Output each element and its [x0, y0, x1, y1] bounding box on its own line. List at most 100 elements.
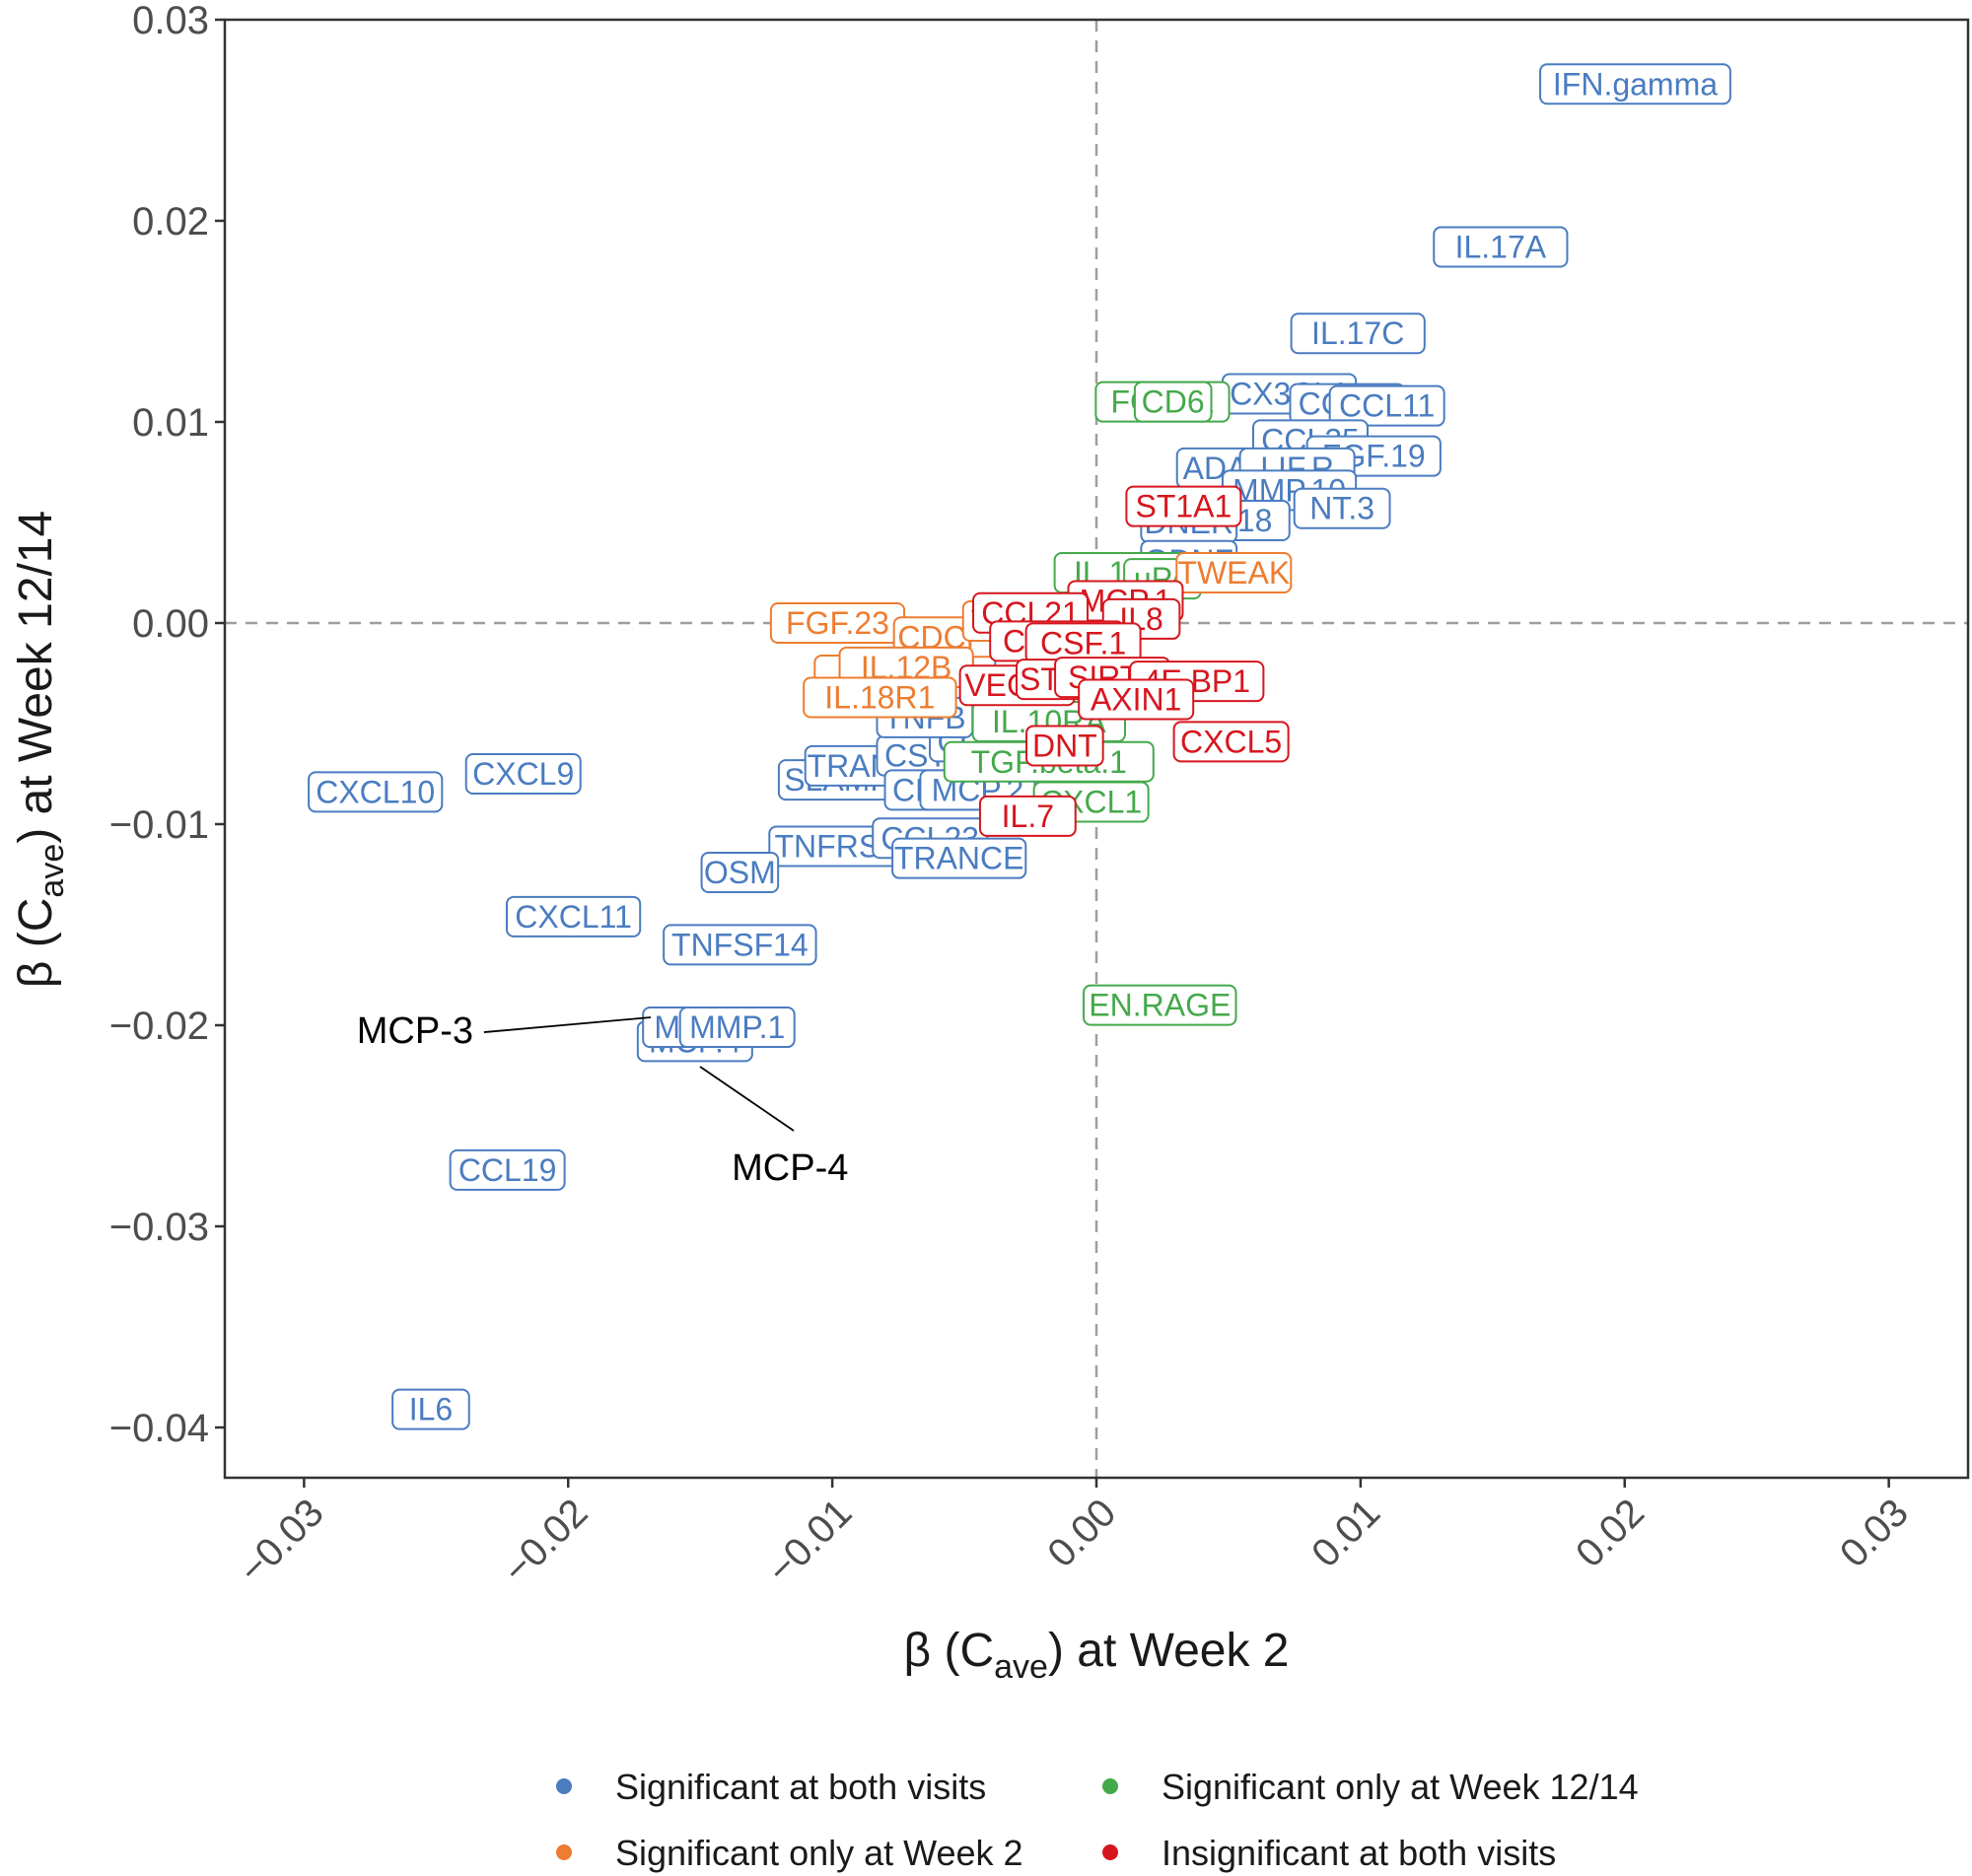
point-label: ST1A1 [1135, 489, 1232, 524]
mcp3-leader-line [483, 1016, 652, 1033]
mcp4-leader-line [699, 1066, 795, 1132]
y-axis-title-prefix: β (C [10, 898, 62, 989]
point-label-box: AXIN1 [1078, 678, 1195, 721]
point-label-box: OSM [700, 851, 780, 893]
point-label: IL.17A [1455, 230, 1547, 265]
point-label: DNT [1032, 728, 1097, 763]
point-label: IL.7 [1002, 799, 1054, 834]
x-axis-title-suffix: ) at Week 2 [1048, 1625, 1290, 1677]
point-label: CXCL5 [1180, 724, 1282, 759]
y-tick-label: −0.01 [109, 803, 209, 847]
legend-dot-week2 [556, 1844, 572, 1860]
point-label-frame [1539, 63, 1731, 105]
point-label-frame [506, 895, 642, 938]
point-label-box: CXCL11 [506, 895, 642, 938]
legend-label-both: Significant at both visits [615, 1767, 986, 1807]
point-label-frame [1293, 487, 1391, 529]
y-tick-label: 0.02 [132, 200, 209, 243]
point-label-frame [1078, 678, 1195, 721]
point-label-box: DNT [1025, 725, 1104, 767]
point-label: TRANCE [894, 841, 1024, 876]
y-tick-label: −0.02 [109, 1005, 209, 1048]
y-tick-label: 0.01 [132, 401, 209, 445]
x-axis-title-sub: ave [994, 1648, 1048, 1686]
point-label-box: TRANCE [891, 837, 1027, 879]
y-tick-label: −0.04 [109, 1407, 209, 1450]
point-label-frame [1175, 552, 1293, 593]
point-label-box: CCL11 [1328, 384, 1445, 427]
point-label-frame [1433, 226, 1569, 268]
y-axis-title-sub: ave [34, 844, 71, 898]
point-label-box: IFN.gamma [1539, 63, 1731, 105]
point-label-box: ST1A1 [1125, 485, 1242, 527]
point-label-frame [1172, 721, 1290, 763]
point-label-frame [1125, 485, 1242, 527]
legend-label-none: Insignificant at both visits [1162, 1833, 1556, 1873]
legend-label-week2: Significant only at Week 2 [615, 1833, 1023, 1873]
point-label: IL.17C [1311, 315, 1404, 351]
point-label-box: TNFSF14 [663, 924, 817, 966]
annotation-label: MCP-4 [732, 1147, 848, 1189]
point-label-frame [678, 1007, 796, 1049]
legend-label-week12: Significant only at Week 12/14 [1162, 1767, 1639, 1807]
point-label-box: CXCL9 [464, 753, 582, 795]
point-label-frame [1025, 725, 1104, 767]
point-label: AXIN1 [1091, 682, 1181, 718]
point-label: NT.3 [1309, 491, 1374, 526]
point-label: TWEAK [1177, 555, 1290, 591]
x-axis-title: β (Cave) at Week 2 [904, 1625, 1290, 1686]
point-label: MMP.1 [689, 1009, 785, 1045]
point-label-frame [464, 753, 582, 795]
point-label-frame [663, 924, 817, 966]
legend-dot-none [1102, 1844, 1118, 1860]
point-label-box: MMP.1 [678, 1007, 796, 1049]
point-label-box: EN.RAGE [1083, 984, 1237, 1026]
point-label-frame [1290, 313, 1426, 355]
point-label-box: IL6 [391, 1388, 470, 1430]
point-label-frame [1083, 984, 1237, 1026]
point-label-frame [308, 771, 444, 813]
point-label: FGF.23 [786, 605, 889, 641]
point-label-frame [449, 1148, 566, 1191]
legend-dot-both [556, 1778, 572, 1794]
point-label-frame [391, 1388, 470, 1430]
point-label-frame [1133, 381, 1213, 423]
point-label-box: FGF.23 [769, 602, 906, 644]
point-label-box: CD6 [1133, 381, 1213, 423]
legend-dot-week12 [1102, 1778, 1118, 1794]
point-label-box: CCL19 [449, 1148, 566, 1191]
y-tick-label: −0.03 [109, 1206, 209, 1249]
annotation-label: MCP-3 [357, 1010, 473, 1052]
point-label-box: IL.18R1 [803, 676, 957, 719]
point-label: CSF.1 [1040, 625, 1126, 660]
point-label-box: TWEAK [1175, 552, 1293, 593]
y-axis-title: β (Cave) at Week 12/14 [10, 511, 71, 988]
point-label: IL6 [409, 1392, 453, 1427]
point-label-frame [978, 795, 1077, 837]
point-label-frame [700, 851, 780, 893]
point-label: EN.RAGE [1089, 988, 1231, 1023]
point-label: CCL19 [458, 1152, 557, 1188]
point-label: TNFSF14 [671, 927, 809, 962]
point-label-frame [1328, 384, 1445, 427]
point-label: IFN.gamma [1553, 66, 1718, 102]
point-label: CCL11 [1339, 388, 1435, 424]
point-label: CXCL10 [316, 774, 435, 809]
point-label: IL.18R1 [824, 679, 935, 715]
y-tick-label: 0.00 [132, 602, 209, 646]
point-label: OSM [704, 855, 776, 890]
point-label-frame [891, 837, 1027, 879]
point-label: CXCL9 [472, 756, 574, 792]
point-label-box: IL.7 [978, 795, 1077, 837]
point-label-box: CSF.1 [1024, 622, 1142, 664]
point-label: CD6 [1142, 384, 1205, 420]
point-label-box: CXCL10 [308, 771, 444, 813]
y-axis-title-suffix: ) at Week 12/14 [10, 511, 62, 844]
point-label-box: IL.17C [1290, 313, 1426, 355]
point-label-box: IL.17A [1433, 226, 1569, 268]
point-label-box: NT.3 [1293, 487, 1391, 529]
point-label-frame [803, 676, 957, 719]
legend: Significant at both visits Significant o… [556, 1767, 1639, 1873]
x-axis-title-prefix: β (C [904, 1625, 995, 1677]
